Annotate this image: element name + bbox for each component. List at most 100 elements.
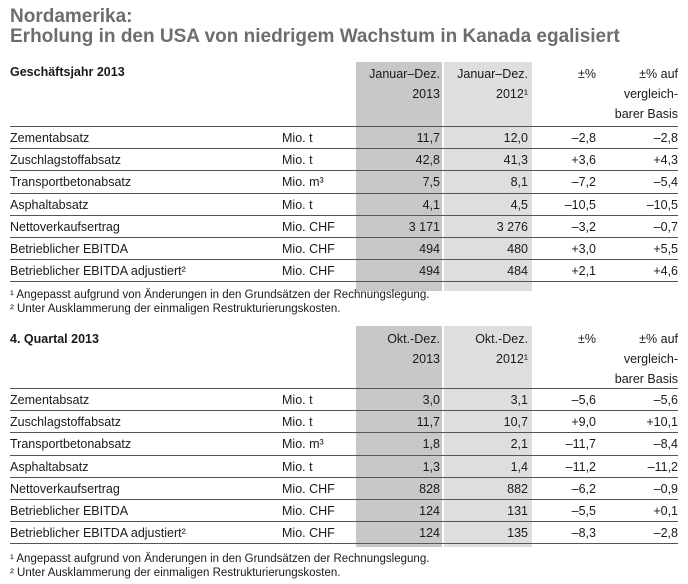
cell-label: Betrieblicher EBITDA — [10, 504, 129, 518]
cell-v1: 1,3 — [422, 459, 440, 474]
cell-v2: 3,1 — [510, 393, 528, 407]
cell-pct: –5,5 — [571, 504, 596, 518]
cell-unit: Mio. t — [282, 459, 313, 474]
cell-unit: Mio. t — [282, 393, 313, 407]
footnote-1: ¹ Angepasst aufgrund von Änderungen in d… — [10, 289, 430, 301]
row-divider — [10, 214, 678, 216]
cell-v2: 12,0 — [503, 131, 528, 145]
cell-v2: 10,7 — [503, 415, 528, 430]
cell-label: Betrieblicher EBITDA adjustiert² — [10, 526, 186, 541]
cell-label: Zementabsatz — [10, 393, 90, 407]
column-shade-prior — [444, 62, 532, 291]
table-label: Geschäftsjahr 2013 — [10, 65, 125, 79]
cell-label: Transportbetonabsatz — [10, 437, 132, 452]
cell-pct: +3,0 — [571, 242, 596, 256]
cell-label: Zuschlagstoffabsatz — [10, 415, 121, 430]
cell-v1: 7,5 — [422, 175, 440, 190]
row-divider — [10, 476, 678, 478]
table-row: Betrieblicher EBITDA adjustiert² Mio. CHF… — [10, 260, 678, 282]
table-row: Zuschlagstoffabsatz Mio. t 11,7 10,7 +9,0 +10… — [10, 411, 678, 433]
cell-label: Nettoverkaufsertrag — [10, 481, 120, 496]
row-divider — [10, 432, 678, 434]
header-line: barer Basis — [614, 107, 678, 121]
cell-unit: Mio. t — [282, 153, 313, 168]
header-line: vergleich- — [623, 87, 678, 101]
page-title-line2: Erholung in den USA von niedrigem Wachst… — [10, 26, 620, 47]
cell-unit: Mio. t — [282, 415, 313, 430]
column-header-prior: Okt.-Dez. 2012¹ — [440, 329, 528, 369]
table-row: Nettoverkaufsertrag Mio. CHF 3 171 3 276 –3,… — [10, 216, 678, 238]
header-line: Januar–Dez. — [369, 67, 440, 81]
table-row: Asphaltabsatz Mio. t 4,1 4,5 –10,5 –10,5 — [10, 194, 678, 216]
cell-v1: 11,7 — [416, 415, 440, 430]
column-header-change: ±% — [536, 64, 596, 84]
row-divider — [10, 126, 678, 127]
header-line: ±% — [578, 67, 596, 81]
cell-pct: +2,1 — [571, 264, 596, 279]
table-label: 4. Quartal 2013 — [10, 332, 99, 346]
cell-v2: 882 — [507, 481, 528, 496]
column-header-comparable: ±% auf vergleich- barer Basis — [598, 329, 678, 389]
cell-v2: 3 276 — [496, 219, 528, 234]
header-line: Okt.-Dez. — [475, 332, 528, 346]
cell-pct2: –8,4 — [653, 437, 678, 452]
cell-label: Zuschlagstoffabsatz — [10, 153, 121, 168]
cell-unit: Mio. m³ — [282, 437, 324, 452]
table-row: Zuschlagstoffabsatz Mio. t 42,8 41,3 +3,6 +4,… — [10, 149, 678, 171]
cell-pct2: +4,6 — [653, 264, 678, 279]
table-row: Zementabsatz Mio. t 11,7 12,0 –2,8 –2,8 — [10, 127, 678, 149]
cell-label: Betrieblicher EBITDA — [10, 242, 129, 256]
column-shade-current — [356, 326, 442, 547]
cell-v2: 4,5 — [510, 197, 528, 212]
cell-v2: 484 — [507, 264, 528, 279]
cell-pct2: –11,2 — [647, 459, 678, 474]
table-row: Nettoverkaufsertrag Mio. CHF 828 882 –6,2 –0,… — [10, 478, 678, 500]
header-line: ±% auf — [639, 332, 678, 346]
table-bottom-rule — [10, 543, 678, 545]
cell-label: Transportbetonabsatz — [10, 175, 132, 190]
cell-v1: 124 — [419, 526, 440, 541]
cell-unit: Mio. CHF — [282, 242, 335, 256]
cell-v1: 11,7 — [416, 131, 440, 145]
cell-pct: –6,2 — [571, 481, 596, 496]
cell-label: Betrieblicher EBITDA adjustiert² — [10, 264, 186, 279]
cell-v1: 828 — [419, 481, 440, 496]
cell-pct2: –2,8 — [653, 131, 678, 145]
footnote-2: ² Unter Ausklammerung der einmaligen Res… — [10, 567, 341, 579]
cell-v2: 8,1 — [510, 175, 528, 190]
footnote-1: ¹ Angepasst aufgrund von Änderungen in d… — [10, 553, 430, 565]
table-row: Zementabsatz Mio. t 3,0 3,1 –5,6 –5,6 — [10, 389, 678, 411]
column-header-prior: Januar–Dez. 2012¹ — [440, 64, 528, 104]
cell-v2: 131 — [507, 504, 528, 518]
cell-v1: 494 — [419, 242, 440, 256]
cell-pct2: –0,9 — [653, 481, 678, 496]
cell-label: Zementabsatz — [10, 131, 90, 145]
row-divider — [10, 521, 678, 523]
column-header-current: Okt.-Dez. 2013 — [354, 329, 440, 369]
cell-pct: +3,6 — [571, 153, 596, 168]
cell-pct: –8,3 — [571, 526, 596, 541]
cell-pct2: –5,4 — [653, 175, 678, 190]
column-header-comparable: ±% auf vergleich- barer Basis — [598, 64, 678, 124]
table-annual: Geschäftsjahr 2013 Januar–Dez. 2013 Janu… — [10, 62, 678, 292]
header-line: 2013 — [412, 87, 440, 101]
row-divider — [10, 170, 678, 172]
cell-v1: 3 171 — [408, 219, 440, 234]
table-row: Betrieblicher EBITDA Mio. CHF 494 480 +3,0 +5… — [10, 238, 678, 260]
column-shade-prior — [444, 326, 532, 547]
table-row: Transportbetonabsatz Mio. m³ 7,5 8,1 –7,2 –5,… — [10, 171, 678, 193]
cell-pct2: –10,5 — [646, 197, 678, 212]
header-line: 2013 — [412, 352, 440, 366]
row-divider — [10, 388, 678, 389]
row-divider — [10, 454, 678, 456]
cell-unit: Mio. t — [282, 197, 313, 212]
cell-pct2: +10,1 — [646, 415, 678, 430]
cell-pct2: +4,3 — [653, 153, 678, 168]
cell-pct: –7,2 — [571, 175, 596, 190]
cell-v2: 135 — [507, 526, 528, 541]
cell-pct: +9,0 — [571, 415, 596, 430]
cell-pct: –5,6 — [571, 393, 596, 407]
table-row: Asphaltabsatz Mio. t 1,3 1,4 –11,2 –11,2 — [10, 456, 678, 478]
cell-v1: 124 — [419, 504, 440, 518]
cell-pct2: –0,7 — [653, 219, 678, 234]
